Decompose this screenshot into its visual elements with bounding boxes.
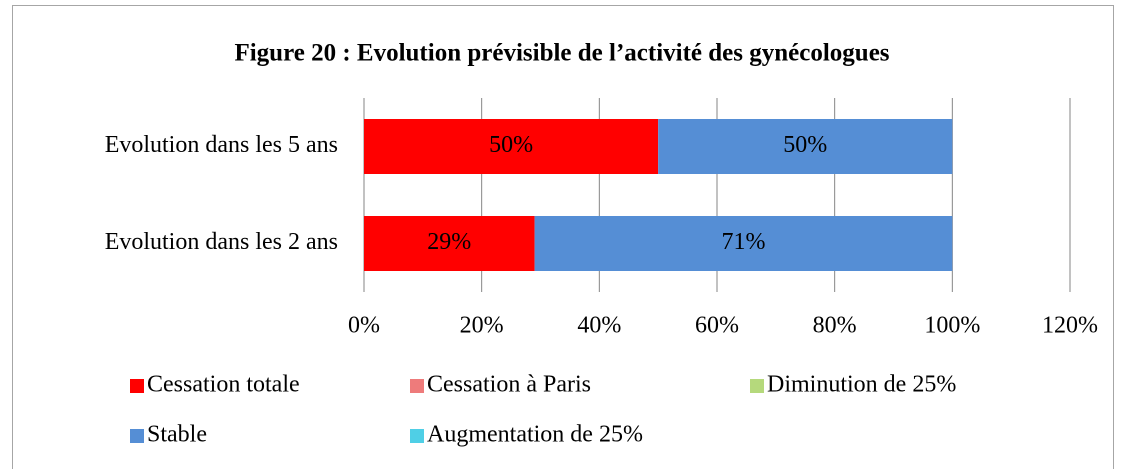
data-label: 29% [427, 229, 471, 255]
x-tick-label: 20% [460, 313, 504, 339]
bar-segment [364, 216, 535, 271]
bar-segment [364, 119, 659, 174]
legend-swatch [410, 429, 424, 443]
x-tick-label: 40% [577, 313, 621, 339]
legend-label: Cessation à Paris [427, 372, 591, 398]
legend-swatch [750, 379, 764, 393]
x-tick-label: 0% [348, 313, 380, 339]
bar-segment [534, 216, 953, 271]
data-label: 50% [489, 132, 533, 158]
legend-swatch [130, 429, 144, 443]
data-label: 50% [783, 132, 827, 158]
legend-swatch [410, 379, 424, 393]
x-tick-label: 120% [1042, 313, 1098, 339]
legend-label: Augmentation de 25% [427, 422, 643, 448]
legend-label: Stable [147, 422, 207, 448]
y-tick-label: Evolution dans les 2 ans [105, 229, 338, 255]
x-tick-label: 60% [695, 313, 739, 339]
bar-segment [658, 119, 953, 174]
x-tick-label: 100% [924, 313, 980, 339]
chart-title: Figure 20 : Evolution prévisible de l’ac… [234, 40, 889, 67]
legend-label: Cessation totale [147, 372, 300, 398]
legend-label: Diminution de 25% [767, 372, 956, 398]
y-tick-label: Evolution dans les 5 ans [105, 132, 338, 158]
legend-swatch [130, 379, 144, 393]
data-label: 71% [721, 229, 765, 255]
x-tick-label: 80% [813, 313, 857, 339]
